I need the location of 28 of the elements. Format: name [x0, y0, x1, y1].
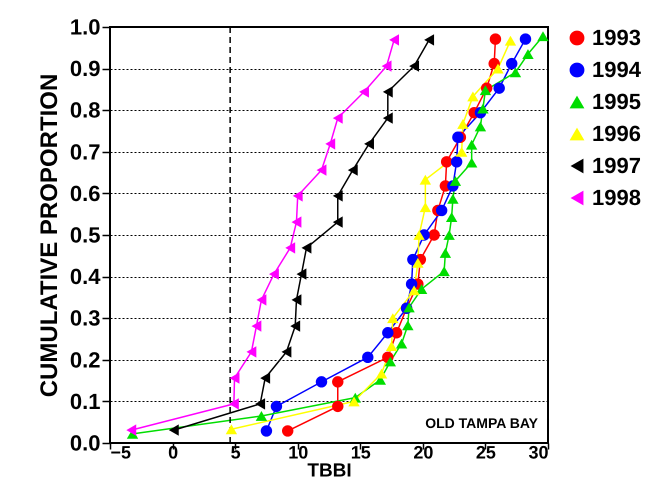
y-tick-label: 0.0: [70, 430, 100, 456]
legend-label: 1997: [592, 153, 641, 178]
y-tick-label: 1.0: [70, 14, 100, 40]
y-tick-label: 0.6: [70, 180, 100, 206]
x-tick-label: 15: [350, 442, 371, 462]
legend-label: 1998: [592, 185, 641, 210]
legend-label: 1995: [592, 89, 641, 114]
y-tick-label: 0.3: [70, 306, 100, 331]
y-tick-label: 0.9: [70, 56, 100, 82]
legend-label: 1993: [592, 25, 641, 50]
x-tick-label: 20: [413, 442, 434, 462]
x-tick-label: 5: [230, 442, 241, 462]
y-tick-label: 0.2: [70, 347, 100, 372]
annotation: OLD TAMPA BAY: [425, 415, 539, 431]
x-tick-label: 0: [168, 442, 178, 462]
x-tick-label: −5: [110, 442, 132, 462]
y-axis-title: CUMULATIVE PROPORTION: [36, 74, 63, 398]
x-tick-label: 25: [476, 442, 496, 462]
legend-label: 1994: [592, 57, 642, 82]
x-tick-label: 30: [528, 442, 548, 462]
y-tick-label: 0.8: [70, 98, 100, 123]
legend-label: 1996: [592, 121, 641, 146]
x-tick-label: 10: [288, 442, 308, 462]
y-tick-label: 0.4: [70, 264, 102, 290]
y-tick-label: 0.1: [70, 388, 100, 414]
x-axis-title: TBBI: [307, 460, 352, 477]
y-tick-label: 0.7: [70, 139, 100, 164]
y-tick-label: 0.5: [70, 222, 100, 248]
